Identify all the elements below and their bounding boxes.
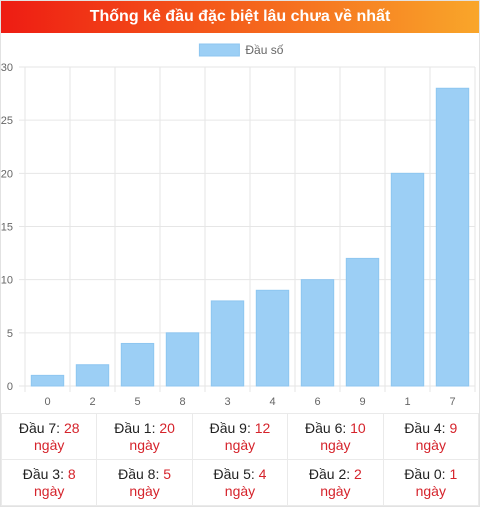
y-tick-label: 10 [1, 275, 13, 287]
x-tick-label: 6 [314, 396, 320, 408]
stats-row: Đầu 7: 28 ngày Đầu 1: 20 ngày Đầu 9: 12 ngà… [0, 413, 480, 460]
x-tick-label: 9 [359, 396, 365, 408]
bar [390, 172, 425, 387]
stats-label: Đầu 0: [404, 465, 450, 482]
stats-value: 20 [159, 419, 175, 436]
bar [300, 279, 335, 387]
bar [120, 342, 155, 387]
y-tick-label: 0 [7, 381, 13, 393]
stats-cell: Đầu 1: 20 ngày [96, 413, 193, 460]
bar [75, 364, 110, 387]
bar [210, 300, 245, 387]
x-tick-label: 5 [134, 396, 140, 408]
x-tick-label: 0 [44, 396, 50, 408]
stats-value: 4 [258, 465, 267, 482]
stats-value: 8 [67, 465, 76, 482]
stats-value: 10 [350, 419, 366, 436]
stats-value: 1 [449, 465, 458, 482]
stats-label: Đầu 5: [213, 465, 259, 482]
y-tick-label: 20 [1, 168, 13, 180]
stats-value: 2 [354, 465, 362, 482]
y-tick-label: 30 [1, 62, 13, 74]
stats-cell: Đầu 5: 4 ngày [191, 459, 289, 506]
y-tick-label: 25 [1, 115, 13, 127]
stats-unit: ngày [129, 436, 160, 453]
stats-unit: ngày [320, 436, 351, 453]
bar [165, 332, 200, 387]
stats-unit: ngày [224, 482, 256, 499]
stats-label: Đầu 1: [114, 419, 160, 436]
bar [255, 289, 290, 387]
bar [345, 257, 380, 387]
x-tick-label: 7 [449, 396, 455, 408]
stats-table: Đầu 7: 28 ngày Đầu 1: 20 ngày Đầu 9: 12 ngà… [0, 413, 480, 506]
legend-label: Đầu số [245, 43, 283, 57]
stats-label: Đầu 2: [308, 465, 355, 482]
stats-label: Đầu 6: [305, 419, 351, 436]
stats-label: Đầu 4: [404, 419, 450, 436]
stats-label: Đầu 9: [209, 419, 255, 436]
x-tick-label: 4 [269, 396, 275, 408]
stats-unit: ngày [34, 436, 65, 453]
legend-swatch [198, 43, 240, 57]
stats-cell: Đầu 8: 5 ngày [96, 459, 193, 506]
y-tick-label: 5 [7, 328, 13, 340]
stats-cell: Đầu 4: 9 ngày [382, 413, 480, 460]
x-tick-label: 1 [404, 396, 410, 408]
stats-value: 5 [163, 465, 172, 482]
stats-cell: Đầu 2: 2 ngày [287, 459, 384, 506]
stats-cell: Đầu 3: 8 ngày [0, 459, 98, 506]
stats-unit: ngày [415, 436, 446, 453]
x-tick-label: 2 [89, 396, 95, 408]
bar [30, 374, 65, 387]
stats-unit: ngày [224, 436, 256, 453]
stats-value: 12 [254, 419, 271, 436]
stats-unit: ngày [34, 482, 65, 499]
stats-cell: Đầu 7: 28 ngày [0, 413, 98, 460]
stats-cell: Đầu 9: 12 ngày [191, 413, 289, 460]
stats-cell: Đầu 6: 10 ngày [287, 413, 384, 460]
stats-label: Đầu 3: [22, 465, 68, 482]
chart-area: 0 5 10 15 20 25 30 0 2 5 8 3 4 6 9 1 7 Đầu số [1, 33, 479, 413]
stats-unit: ngày [129, 482, 160, 499]
stats-value: 28 [63, 419, 80, 436]
bar [435, 87, 470, 387]
stats-value: 9 [449, 419, 458, 436]
stats-row: Đầu 3: 8 ngày Đầu 8: 5 ngày Đầu 5: 4 ngày Đ… [0, 459, 480, 506]
stats-unit: ngày [415, 482, 446, 499]
page-title: Thống kê đầu đặc biệt lâu chưa về nhất [1, 1, 479, 33]
y-tick-label: 15 [1, 222, 13, 234]
x-tick-label: 3 [224, 396, 230, 408]
stats-label: Đầu 8: [118, 465, 164, 482]
stats-label: Đầu 7: [18, 419, 64, 436]
stats-cell: Đầu 0: 1 ngày [382, 459, 480, 506]
stats-unit: ngày [320, 482, 351, 499]
x-tick-label: 8 [179, 396, 185, 408]
